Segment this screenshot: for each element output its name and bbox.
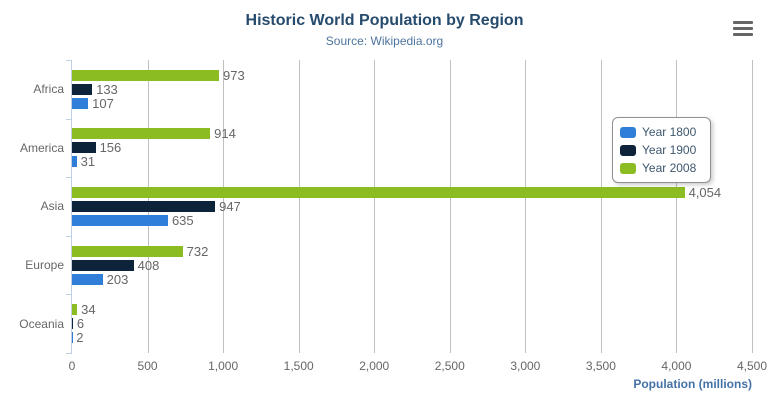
data-label: 203: [106, 271, 129, 287]
legend-symbol: [620, 162, 636, 174]
data-label: 107: [92, 95, 114, 111]
data-label: 4,054: [688, 184, 722, 200]
category-axis-tick: [66, 118, 72, 120]
x-axis-tick-labels: 0 500 1,000 1,500 2,000 2,500 3,000 3,500 4,000 4…: [68, 359, 767, 374]
legend-item-year-2008[interactable]: Year 2008: [620, 161, 696, 175]
data-label: 133: [96, 81, 118, 97]
data-label: 408: [137, 257, 160, 273]
bar-line: 133: [72, 81, 752, 97]
x-axis-tick-label: 500: [137, 359, 158, 373]
bar-year-2008-asia[interactable]: [72, 186, 685, 198]
category-label: Asia: [40, 199, 64, 214]
bar-year-1900-europe[interactable]: [72, 259, 134, 271]
bar-year-2008-europe[interactable]: [72, 245, 183, 257]
category-label: Europe: [25, 258, 64, 273]
gridline: [449, 60, 451, 353]
gridline: [298, 60, 300, 353]
category-axis-tick: [66, 235, 72, 237]
legend-symbol: [620, 144, 636, 156]
data-label: 732: [186, 243, 209, 259]
category-row: Asia 4,054 947 635: [41, 177, 752, 236]
bar-line: 31: [72, 154, 752, 170]
x-axis-tick-label: 4,500: [736, 359, 768, 373]
category-axis-tick: [66, 60, 72, 61]
category-label: America: [19, 140, 64, 155]
gridline: [223, 60, 225, 353]
bar-year-2008-africa[interactable]: [72, 69, 220, 81]
data-label: 914: [214, 126, 236, 142]
x-axis-tick-label: 4,000: [661, 359, 692, 373]
export-menu-button[interactable]: [733, 21, 753, 36]
x-axis-tick-label: 2,500: [434, 359, 465, 373]
data-label: 2: [76, 330, 84, 346]
bar-line: 732: [72, 243, 752, 259]
bar-line: 408: [72, 257, 752, 273]
bar-year-1900-asia[interactable]: [72, 200, 216, 212]
data-label: 973: [223, 67, 245, 83]
bar-year-1900-africa[interactable]: [72, 83, 93, 95]
bar-line: 947: [72, 198, 752, 214]
bar-line: 914: [72, 126, 752, 142]
hamburger-icon: [733, 21, 753, 24]
category-row: Europe 732 408 203: [25, 236, 752, 295]
bar-line: 2: [72, 330, 752, 346]
bar-year-2008-america[interactable]: [72, 128, 211, 140]
bar-year-1800-america[interactable]: [72, 156, 77, 168]
legend: Year 1800 Year 1900 Year 2008: [612, 117, 712, 183]
bar-year-1900-oceania[interactable]: [72, 318, 73, 330]
bar-line: 107: [72, 95, 752, 111]
bar-year-1800-europe[interactable]: [72, 273, 103, 285]
data-label: 156: [99, 140, 122, 156]
hamburger-icon: [733, 27, 753, 30]
bar-year-1800-africa[interactable]: [72, 97, 89, 109]
bar-line: 973: [72, 67, 752, 83]
category-row: Africa 973 133 107: [33, 60, 752, 119]
x-axis-tick-label: 2,000: [359, 359, 390, 373]
plot-area: Africa 973 133 107 America 914 156 31 As…: [19, 60, 753, 354]
category-axis-tick: [66, 353, 72, 354]
data-label: 947: [219, 198, 241, 214]
category-row: Oceania 34 6 2: [19, 294, 752, 353]
category-axis-line: [71, 60, 72, 353]
chart-subtitle: Source: Wikipedia.org: [325, 34, 444, 48]
gridline: [525, 60, 527, 353]
gridline: [676, 60, 678, 353]
category-axis-tick: [66, 294, 72, 296]
x-axis-tick-label: 0: [68, 359, 76, 373]
gridline: [752, 60, 753, 353]
chart-title: Historic World Population by Region: [245, 12, 524, 29]
hamburger-icon: [733, 33, 753, 36]
x-axis-tick-label: 1,000: [208, 359, 239, 373]
x-axis-tick-label: 1,500: [283, 359, 314, 373]
x-axis-tick-label: 3,500: [585, 359, 616, 373]
x-axis-tick-label: 3,000: [510, 359, 541, 373]
bar-line: 203: [72, 271, 752, 287]
bar-year-2008-oceania[interactable]: [72, 304, 78, 316]
bar-line: 34: [72, 302, 752, 318]
legend-item-label: Year 2008: [642, 161, 697, 175]
bar-line: 635: [72, 212, 752, 228]
bar-line: 156: [72, 140, 752, 156]
category-axis-tick: [66, 177, 72, 179]
data-label: 6: [76, 316, 85, 332]
bar-year-1900-america[interactable]: [72, 142, 96, 154]
category-label: Oceania: [19, 316, 64, 331]
data-label: 34: [81, 302, 96, 318]
category-label: Africa: [33, 82, 64, 97]
gridline: [374, 60, 376, 353]
legend-item-label: Year 1900: [642, 143, 697, 157]
data-label: 635: [171, 212, 194, 228]
category-row: America 914 156 31: [20, 119, 752, 178]
legend-item-year-1800[interactable]: Year 1800: [620, 125, 696, 139]
data-label: 31: [80, 154, 96, 170]
bar-year-1800-asia[interactable]: [72, 214, 168, 226]
gridline: [600, 60, 602, 353]
legend-symbol: [620, 126, 636, 138]
bar-line: 6: [72, 316, 752, 332]
legend-item-label: Year 1800: [642, 125, 697, 139]
x-axis-title: Population (millions): [633, 377, 752, 391]
legend-item-year-1900[interactable]: Year 1900: [620, 143, 696, 157]
bar-line: 4,054: [72, 184, 752, 200]
